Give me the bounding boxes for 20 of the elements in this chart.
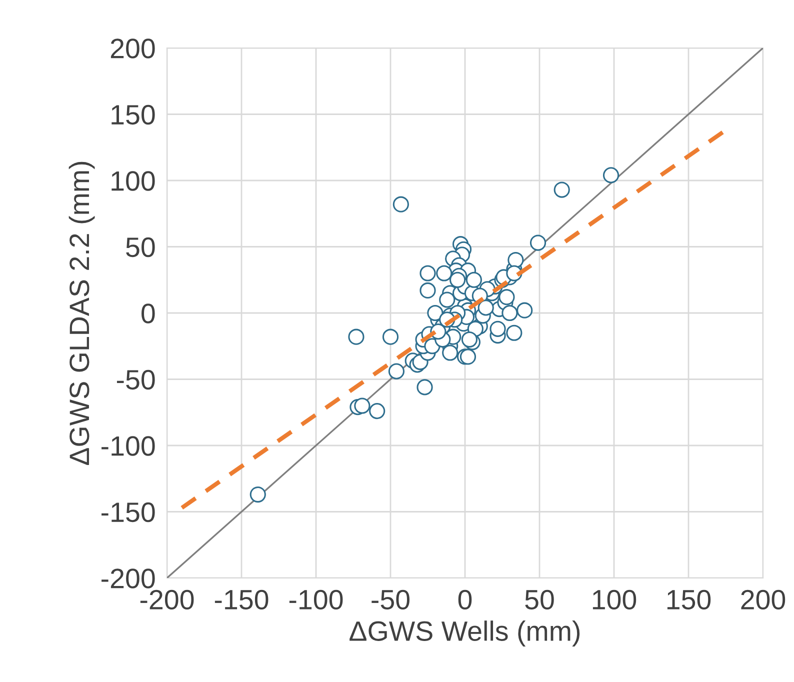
x-tick-label: -200	[140, 590, 194, 610]
y-tick-label: -150	[102, 502, 155, 522]
x-tick-label: -100	[289, 590, 343, 610]
x-tick-label: 150	[667, 590, 711, 610]
y-tick-label: -100	[102, 436, 155, 456]
x-axis-title: ΔGWS Wells (mm)	[350, 620, 580, 646]
y-tick-label: 100	[112, 171, 155, 191]
x-tick-label: 50	[525, 590, 554, 610]
y-tick-label: 200	[110, 38, 155, 58]
y-tick-label: -200	[102, 568, 155, 588]
y-axis-title: ΔGWS GLDAS 2.2 (mm)	[68, 162, 95, 465]
x-tick-label: 100	[592, 590, 636, 610]
y-tick-label: 50	[126, 237, 155, 258]
x-tick-label: 200	[741, 590, 786, 610]
x-tick-label: -50	[372, 590, 410, 610]
y-tick-label: -50	[116, 370, 155, 390]
y-tick-label: 150	[112, 104, 155, 125]
x-tick-label: 0	[458, 590, 472, 610]
y-tick-label: 0	[142, 304, 155, 324]
x-tick-label: -150	[214, 590, 268, 610]
